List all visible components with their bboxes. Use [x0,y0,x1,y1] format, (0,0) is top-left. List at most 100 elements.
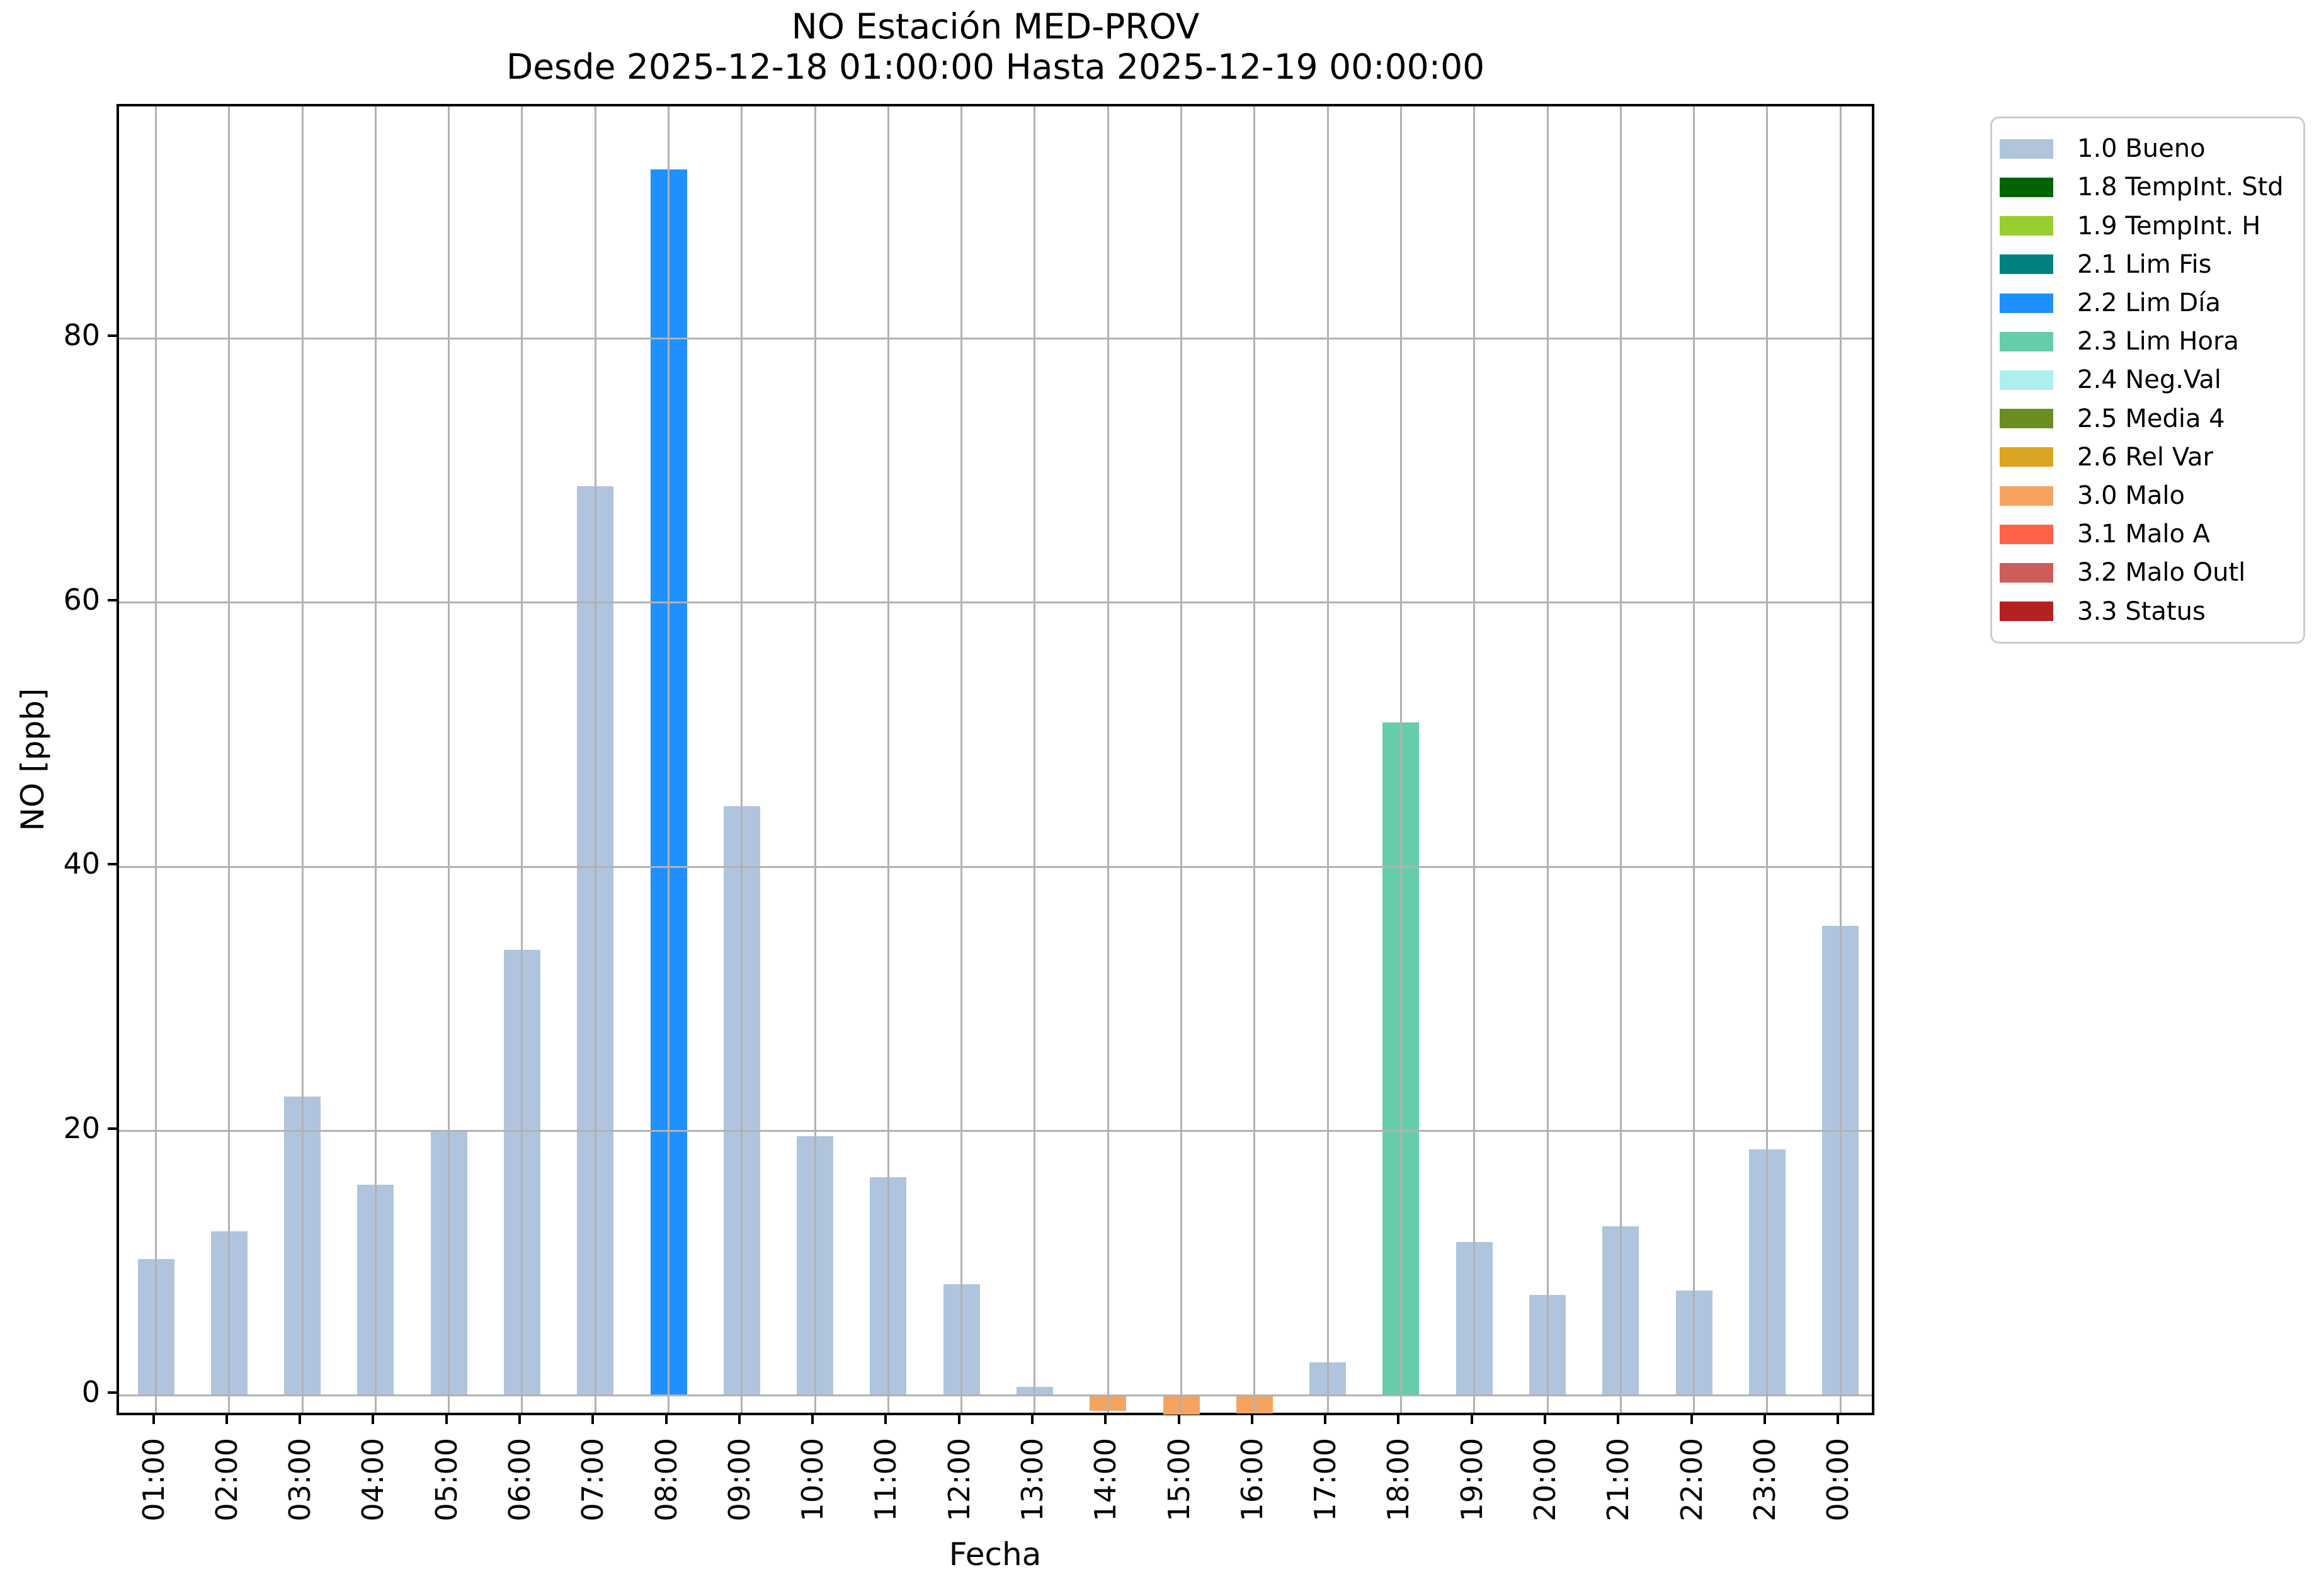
gridline-y-0 [119,1394,1872,1396]
legend-item: 2.6 Rel Var [1992,443,2303,472]
legend-label: 1.8 TempInt. Std [2077,173,2284,202]
gridline-x-07:00 [594,106,596,1413]
x-tick-label-21:00: 21:00 [1601,1438,1636,1522]
x-tick-16:00 [1250,1415,1253,1424]
gridline-y-60 [119,601,1872,603]
legend-swatch [2000,216,2053,236]
x-tick-label-03:00: 03:00 [283,1438,317,1522]
x-tick-label-23:00: 23:00 [1747,1438,1782,1522]
y-axis-label: NO [ppb] [14,688,51,831]
chart-title-line1: NO Estación MED-PROV [791,6,1200,47]
gridline-x-03:00 [301,106,304,1413]
x-tick-label-15:00: 15:00 [1161,1438,1196,1522]
gridline-x-09:00 [741,106,743,1413]
gridline-x-13:00 [1034,106,1036,1413]
x-tick-03:00 [299,1415,302,1424]
x-tick-00:00 [1837,1415,1840,1424]
gridline-x-23:00 [1766,106,1769,1413]
gridline-x-18:00 [1399,106,1402,1413]
legend-label: 2.4 Neg.Val [2077,365,2221,395]
x-tick-label-07:00: 07:00 [576,1438,610,1522]
legend-label: 1.9 TempInt. H [2077,211,2261,241]
legend-swatch [2000,486,2053,506]
x-tick-22:00 [1690,1415,1693,1424]
x-tick-06:00 [518,1415,521,1424]
gridline-x-22:00 [1693,106,1695,1413]
legend-label: 3.3 Status [2077,596,2206,626]
gridline-x-00:00 [1839,106,1842,1413]
legend-item: 2.3 Lim Hora [1992,327,2303,356]
gridline-x-04:00 [374,106,377,1413]
x-tick-label-06:00: 06:00 [502,1438,537,1522]
gridline-x-16:00 [1253,106,1256,1413]
x-tick-10:00 [811,1415,814,1424]
legend-label: 1.0 Bueno [2077,134,2206,164]
legend-label: 2.5 Media 4 [2077,404,2225,433]
gridline-x-06:00 [521,106,523,1413]
legend-item: 2.1 Lim Fis [1992,250,2303,279]
legend-swatch [2000,370,2053,390]
legend-item: 1.0 Bueno [1992,134,2303,163]
chart-title: NO Estación MED-PROV Desde 2025-12-18 01… [117,6,1874,87]
x-tick-label-02:00: 02:00 [209,1438,244,1522]
gridline-x-21:00 [1619,106,1622,1413]
x-tick-01:00 [152,1415,155,1424]
y-tick-label-0: 0 [81,1375,100,1409]
x-tick-12:00 [957,1415,960,1424]
x-tick-label-12:00: 12:00 [942,1438,976,1522]
x-tick-label-14:00: 14:00 [1088,1438,1123,1522]
legend-label: 3.0 Malo [2077,481,2185,511]
y-tick-label-60: 60 [63,582,100,617]
legend-item: 3.0 Malo [1992,481,2303,510]
gridline-x-17:00 [1326,106,1329,1413]
y-tick-80 [108,334,117,337]
x-tick-label-22:00: 22:00 [1674,1438,1709,1522]
legend-label: 3.1 Malo A [2077,520,2211,549]
y-tick-label-20: 20 [63,1110,100,1145]
gridline-y-80 [119,337,1872,339]
legend-swatch [2000,254,2053,275]
x-tick-17:00 [1324,1415,1327,1424]
legend-swatch [2000,524,2053,544]
x-tick-label-13:00: 13:00 [1015,1438,1049,1522]
gridline-x-02:00 [228,106,231,1413]
x-tick-11:00 [884,1415,887,1424]
legend-label: 2.6 Rel Var [2077,442,2213,472]
legend-item: 3.2 Malo Outl [1992,558,2303,587]
y-tick-0 [108,1391,117,1394]
legend-label: 2.3 Lim Hora [2077,327,2239,356]
x-tick-label-05:00: 05:00 [429,1438,464,1522]
x-tick-08:00 [664,1415,668,1424]
legend-item: 3.3 Status [1992,597,2303,626]
x-tick-label-10:00: 10:00 [795,1438,830,1522]
x-tick-14:00 [1104,1415,1107,1424]
gridline-x-14:00 [1107,106,1109,1413]
gridline-x-20:00 [1546,106,1549,1413]
y-tick-label-80: 80 [63,318,100,352]
x-tick-label-01:00: 01:00 [136,1438,171,1522]
x-tick-18:00 [1397,1415,1400,1424]
legend-swatch [2000,447,2053,467]
x-tick-label-20:00: 20:00 [1528,1438,1562,1522]
legend-swatch [2000,293,2053,313]
y-tick-20 [108,1127,117,1130]
legend-item: 1.8 TempInt. Std [1992,173,2303,202]
legend-swatch [2000,331,2053,351]
y-tick-40 [108,863,117,865]
x-tick-label-04:00: 04:00 [356,1438,390,1522]
gridline-x-10:00 [814,106,816,1413]
gridline-y-20 [119,1130,1872,1132]
legend-label: 3.2 Malo Outl [2077,558,2246,588]
x-tick-19:00 [1470,1415,1473,1424]
y-tick-label-40: 40 [63,846,100,881]
x-tick-label-19:00: 19:00 [1454,1438,1489,1522]
plot-area [117,104,1874,1415]
gridline-x-12:00 [960,106,963,1413]
x-tick-23:00 [1763,1415,1766,1424]
gridline-x-11:00 [887,106,889,1413]
gridline-x-01:00 [155,106,157,1413]
legend-label: 2.1 Lim Fis [2077,249,2212,279]
legend-swatch [2000,409,2053,429]
x-tick-label-08:00: 08:00 [649,1438,683,1522]
